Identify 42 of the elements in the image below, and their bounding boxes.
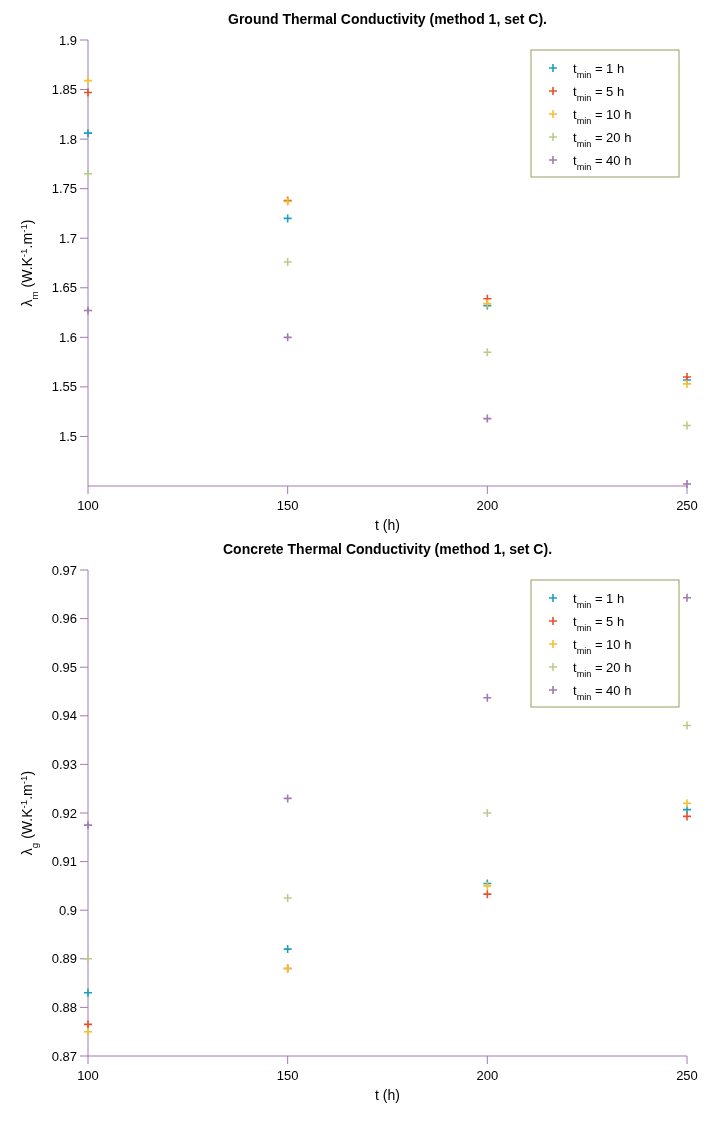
y-tick-label: 0.92	[51, 805, 77, 821]
y-tick-label: 1.8	[58, 131, 77, 147]
legend-label: t$_{min}$ = 5 h	[573, 83, 625, 103]
y-tick-label: 0.95	[51, 659, 77, 675]
legend-label: t$_{min}$ = 5 h	[573, 613, 625, 633]
y-tick-label: 1.9	[58, 32, 77, 48]
y-tick-label: 0.89	[51, 951, 77, 967]
x-tick-label: 200	[476, 498, 499, 513]
x-tick-label: 100	[77, 1068, 99, 1083]
legend-label: t$_{min}$ = 40 h	[573, 152, 632, 172]
y-tick-label: 0.93	[51, 756, 77, 772]
x-tick-label: 200	[476, 1068, 499, 1083]
y-tick-label: 1.65	[51, 280, 77, 296]
x-axis-title: t (h)	[375, 1087, 400, 1103]
legend-label: t$_{min}$ = 40 h	[573, 682, 632, 702]
legend-label: t$_{min}$ = 10 h	[573, 106, 632, 126]
legend-label: t$_{min}$ = 1 h	[573, 590, 625, 610]
legend-label: t$_{min}$ = 20 h	[573, 659, 632, 679]
legend-label: t$_{min}$ = 20 h	[573, 129, 632, 149]
x-axis-title: t (h)	[375, 517, 400, 533]
chart-title: Ground Thermal Conductivity (method 1, set C).	[228, 11, 547, 27]
y-tick-label: 1.5	[58, 428, 77, 444]
y-tick-label: 0.91	[51, 854, 77, 870]
legend-label: t$_{min}$ = 1 h	[573, 60, 625, 80]
x-tick-label: 250	[676, 1068, 698, 1083]
y-tick-label: 0.97	[51, 562, 77, 578]
y-tick-label: 0.88	[51, 999, 77, 1015]
y-tick-label: 0.96	[51, 611, 77, 627]
y-tick-label: 0.94	[51, 708, 77, 724]
x-tick-label: 150	[276, 498, 299, 513]
legend-label: t$_{min}$ = 10 h	[573, 636, 632, 656]
x-tick-label: 100	[77, 498, 99, 513]
x-tick-label: 250	[676, 498, 698, 513]
y-tick-label: 1.6	[58, 329, 77, 345]
y-tick-label: 1.75	[51, 181, 77, 197]
x-tick-label: 150	[276, 1068, 299, 1083]
y-tick-label: 1.85	[51, 82, 77, 98]
y-tick-label: 1.7	[58, 230, 77, 246]
y-tick-label: 0.87	[51, 1048, 77, 1064]
chart-title: Concrete Thermal Conductivity (method 1, set C).	[222, 541, 553, 557]
y-tick-label: 1.55	[51, 379, 77, 395]
y-tick-label: 0.9	[58, 902, 77, 918]
